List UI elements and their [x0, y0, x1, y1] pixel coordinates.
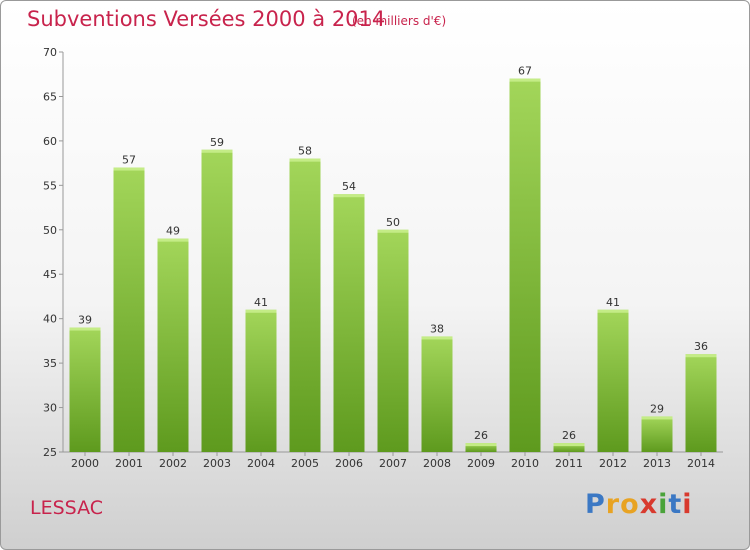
- y-tick-label: 70: [43, 46, 57, 59]
- bar: [509, 78, 541, 453]
- logo-letter: t: [668, 489, 683, 520]
- bar-value-label: 41: [254, 296, 268, 309]
- bar-highlight: [421, 336, 453, 340]
- y-tick-label: 60: [43, 135, 57, 148]
- bar-value-label: 59: [210, 136, 224, 149]
- y-tick-label: 45: [43, 268, 57, 281]
- bar-highlight: [685, 354, 717, 358]
- y-tick-label: 40: [43, 313, 57, 326]
- logo-letter: o: [620, 489, 640, 520]
- bar-value-label: 29: [650, 402, 664, 415]
- bar-value-label: 49: [166, 225, 180, 238]
- bar-highlight: [333, 194, 365, 198]
- bar: [245, 309, 277, 452]
- y-tick-label: 55: [43, 179, 57, 192]
- proxiti-logo: Proxiti: [585, 489, 693, 520]
- bar: [597, 309, 629, 452]
- y-tick-label: 65: [43, 90, 57, 103]
- bar: [421, 336, 453, 452]
- y-tick-label: 25: [43, 446, 57, 459]
- bar: [553, 443, 585, 452]
- bar-highlight: [157, 238, 189, 242]
- bar-value-label: 39: [78, 314, 92, 327]
- axes: 25 30 35 40 45 50 55 60 65 70 2000 2001 2002 2003 2004…: [43, 46, 723, 470]
- x-tick-label: 2000: [71, 457, 99, 470]
- bar: [289, 158, 321, 452]
- logo-letter: x: [639, 489, 659, 520]
- bar-highlight: [201, 149, 233, 153]
- bar-value-label: 36: [694, 340, 708, 353]
- bar-value-label: 54: [342, 180, 356, 193]
- bar: [157, 238, 189, 452]
- bar-highlight: [641, 416, 673, 420]
- bar-value-label: 67: [518, 65, 532, 78]
- bar: [69, 327, 101, 452]
- y-tick-label: 50: [43, 224, 57, 237]
- logo-letter: r: [605, 489, 621, 520]
- x-tick-label: 2002: [159, 457, 187, 470]
- logo-letter: i: [682, 489, 693, 520]
- bar-value-label: 58: [298, 145, 312, 158]
- y-tick-label: 30: [43, 402, 57, 415]
- bar-value-label: 26: [562, 429, 576, 442]
- x-tick-label: 2012: [599, 457, 627, 470]
- x-tick-label: 2014: [687, 457, 715, 470]
- bars: 39 57 49 59 41 58 54 50 38 26 67 26 41 29 36: [69, 65, 717, 453]
- bar-value-label: 41: [606, 296, 620, 309]
- bar-highlight: [245, 309, 277, 313]
- x-tick-label: 2013: [643, 457, 671, 470]
- bar-highlight: [597, 309, 629, 313]
- x-tick-label: 2004: [247, 457, 275, 470]
- bar-highlight: [465, 443, 497, 447]
- bar-highlight: [289, 158, 321, 162]
- bar-highlight: [113, 167, 145, 171]
- x-tick-label: 2003: [203, 457, 231, 470]
- x-tick-label: 2009: [467, 457, 495, 470]
- chart-title: Subventions Versées 2000 à 2014: [27, 7, 386, 31]
- x-tick-label: 2001: [115, 457, 143, 470]
- bar-value-label: 50: [386, 216, 400, 229]
- bar: [201, 149, 233, 452]
- bar: [113, 167, 145, 453]
- chart-subtitle: (en milliers d'€): [352, 14, 447, 28]
- x-tick-label: 2010: [511, 457, 539, 470]
- x-tick-label: 2005: [291, 457, 319, 470]
- bar-value-label: 26: [474, 429, 488, 442]
- x-tick-label: 2011: [555, 457, 583, 470]
- commune-name: LESSAC: [30, 497, 103, 519]
- bar: [377, 229, 409, 452]
- x-tick-label: 2008: [423, 457, 451, 470]
- bar: [465, 443, 497, 452]
- bar: [641, 416, 673, 452]
- bar-highlight: [553, 443, 585, 447]
- bar: [333, 194, 365, 452]
- bar-value-label: 38: [430, 322, 444, 335]
- x-tick-label: 2007: [379, 457, 407, 470]
- bar-highlight: [69, 327, 101, 331]
- bar-value-label: 57: [122, 154, 136, 167]
- bar: [685, 354, 717, 452]
- logo-letter: i: [658, 489, 669, 520]
- x-tick-label: 2006: [335, 457, 363, 470]
- logo-letter: P: [585, 489, 606, 520]
- bar-highlight: [377, 229, 409, 233]
- y-tick-label: 35: [43, 357, 57, 370]
- bar-highlight: [509, 78, 541, 82]
